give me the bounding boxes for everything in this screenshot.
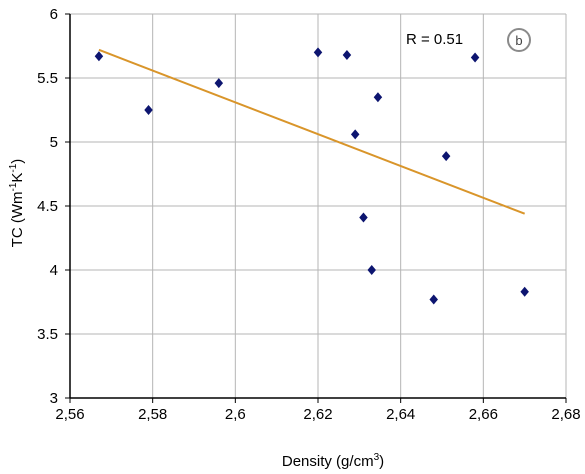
data-point [520,286,529,297]
grid-lines [69,13,567,399]
data-point [367,265,376,275]
data-point [144,105,153,115]
data-point [94,51,104,62]
panel-label-text: b [515,33,522,48]
y-tick-label: 6 [50,6,58,23]
data-point [214,78,224,89]
x-tick-label: 2,68 [551,406,580,423]
x-tick-label: 2,58 [138,406,167,423]
y-tick-label: 4.5 [37,198,58,215]
y-tick-label: 3.5 [37,326,58,343]
data-point [470,52,480,63]
x-tick-label: 2,56 [55,406,84,423]
y-tick-label: 5.5 [37,70,58,87]
x-tick-label: 2,64 [386,406,415,423]
y-axis-title: TC (Wm-1K-1) [8,159,26,248]
x-axis-title: Density (g/cm3) [282,452,384,470]
axes [65,13,567,403]
x-tick-label: 2,62 [303,406,332,423]
data-point [429,294,438,305]
trendline-layer [98,48,526,215]
data-point [350,129,360,140]
x-tick-label: 2,6 [225,406,246,423]
trendline [98,48,526,215]
data-point [313,47,323,58]
data-point [441,151,451,162]
panel-label-badge: b [507,28,531,52]
points-layer [94,47,529,305]
data-point [359,212,368,223]
y-tick-label: 4 [50,262,58,279]
y-tick-label: 5 [50,134,58,151]
y-tick-label: 3 [50,390,58,407]
correlation-annotation: R = 0.51 [406,31,463,48]
data-point [342,49,352,60]
panel-label-circle [507,28,531,52]
tick-labels: 2,56 2,58 2,6 2,62 2,64 2,66 2,68 3 3.5 4 4.5 5 5.5 6 [37,6,580,423]
data-point [373,92,383,103]
x-tick-label: 2,66 [469,406,498,423]
